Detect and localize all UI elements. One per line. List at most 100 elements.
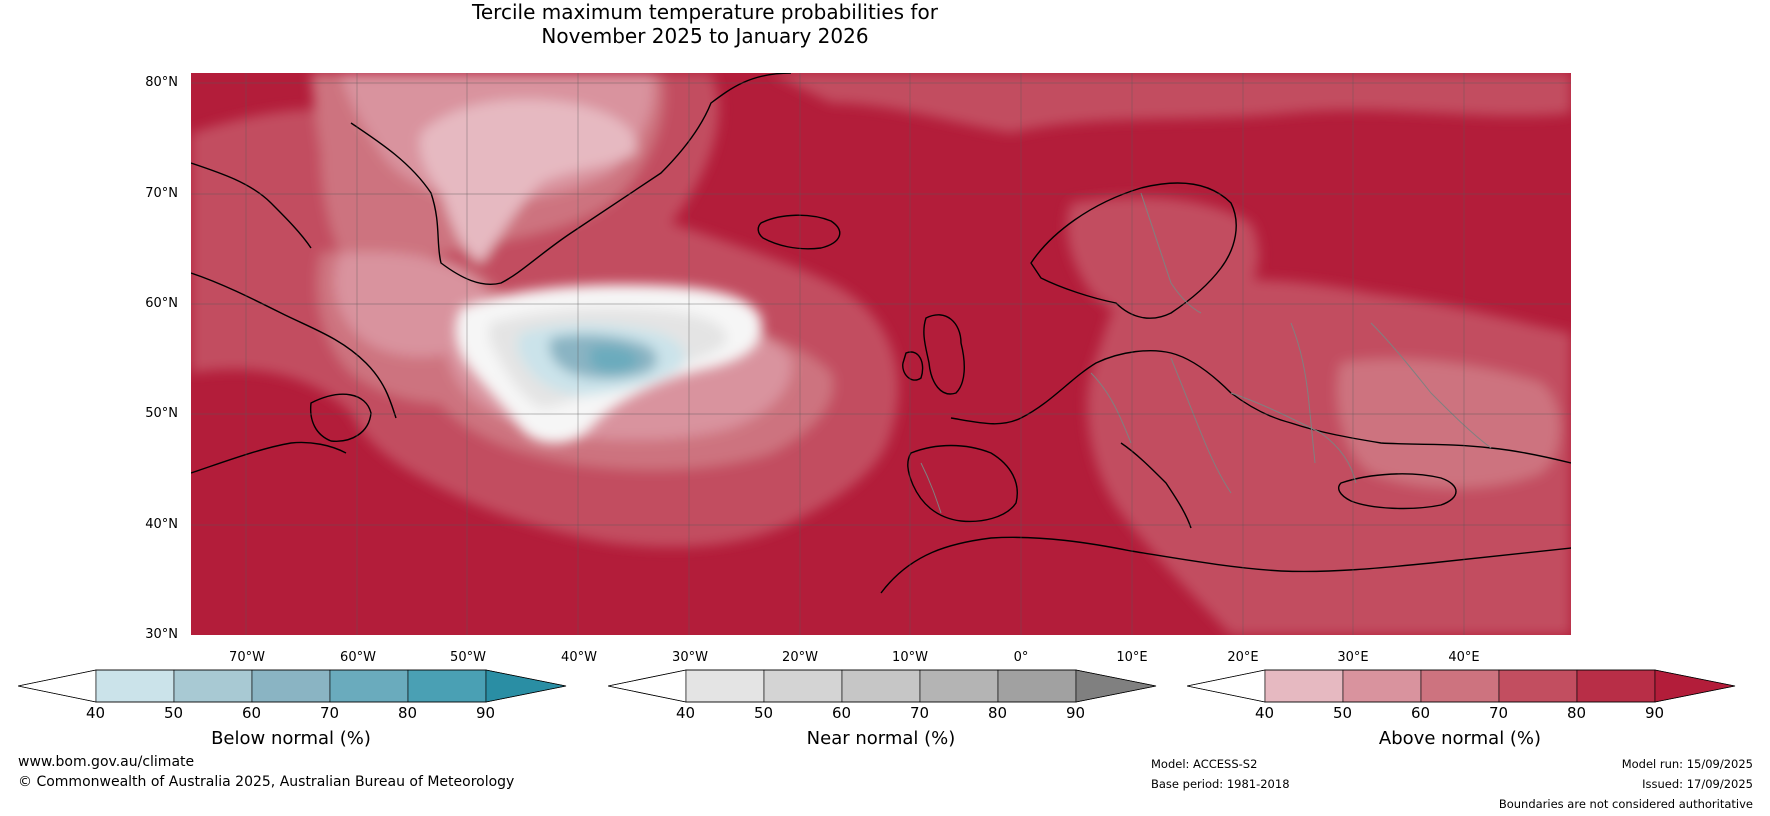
coast-black-sea <box>1338 473 1457 510</box>
border-iberia <box>920 462 942 514</box>
map-title: Tercile maximum temperature probabilitie… <box>0 0 1410 48</box>
footer-website: www.bom.gov.au/climate <box>18 754 195 770</box>
coast-newfoundland <box>309 393 372 442</box>
cbar-below-tick-90: 90 <box>476 704 496 722</box>
border-europe-3 <box>1230 392 1357 484</box>
colorbar-near-normal <box>608 669 1157 703</box>
cbar-below-seg-6 <box>485 669 567 703</box>
cbar-below-outline <box>18 669 567 703</box>
lat-label-40n: 40°N <box>145 517 178 532</box>
coast-baffin <box>191 162 312 249</box>
coast-labrador <box>191 272 397 419</box>
contour-70-80-scandinavia <box>1067 197 1259 327</box>
lon-label-10w: 10°W <box>892 650 928 665</box>
cbar-below-tick-50: 50 <box>164 704 184 722</box>
cbar-below-seg-0 <box>18 669 97 703</box>
coast-iceland <box>757 214 841 250</box>
cbar-near-tick-60: 60 <box>832 704 852 722</box>
cbar-above-title: Above normal (%) <box>1378 728 1542 749</box>
coast-north-africa <box>880 536 1571 594</box>
cbar-above-seg-3 <box>1420 669 1500 703</box>
lon-label-10e: 10°E <box>1116 650 1148 665</box>
cbar-below-seg-2 <box>173 669 253 703</box>
footer-base-period: Base period: 1981-2018 <box>1151 777 1290 791</box>
lon-label-20w: 20°W <box>782 650 818 665</box>
cbar-above-seg-5 <box>1576 669 1656 703</box>
cbar-near-seg-4 <box>919 669 999 703</box>
contour-70-80-north <box>771 73 1571 133</box>
cbar-above-tick-50: 50 <box>1333 704 1353 722</box>
border-europe-2 <box>1170 357 1232 494</box>
cbar-above-seg-4 <box>1498 669 1578 703</box>
cbar-near-title: Near normal (%) <box>806 728 956 749</box>
border-europe-4 <box>1290 322 1316 464</box>
lon-label-50w: 50°W <box>450 650 486 665</box>
lon-label-0: 0° <box>1013 650 1029 665</box>
cbar-above-tick-90: 90 <box>1645 704 1665 722</box>
coast-british-isles <box>902 314 965 395</box>
coast-iberia <box>907 444 1018 523</box>
lat-label-70n: 70°N <box>145 186 178 201</box>
lat-label-60n: 60°N <box>145 296 178 311</box>
border-scandinavia <box>1140 192 1202 314</box>
contour-blue-70-80 <box>589 346 639 373</box>
map-svg <box>191 73 1571 635</box>
cbar-near-tick-40: 40 <box>676 704 696 722</box>
cbar-below-seg-5 <box>407 669 487 703</box>
lon-label-20e: 20°E <box>1227 650 1259 665</box>
cbar-near-outline <box>608 669 1157 703</box>
coast-scandinavia <box>1030 182 1237 319</box>
cbar-near-seg-5 <box>997 669 1077 703</box>
cbar-near-seg-1 <box>685 669 765 703</box>
lat-label-30n: 30°N <box>145 627 178 642</box>
cbar-near-seg-2 <box>763 669 843 703</box>
contour-40-50-greenland <box>419 99 637 263</box>
title-line-2: November 2025 to January 2026 <box>541 24 869 48</box>
cbar-above-tick-60: 60 <box>1411 704 1431 722</box>
cbar-near-seg-6 <box>1075 669 1157 703</box>
coast-nova-scotia <box>191 441 347 474</box>
contour-60-70-eastern-europe <box>1337 359 1560 488</box>
country-borders <box>920 192 1492 514</box>
footer-model: Model: ACCESS-S2 <box>1151 757 1258 771</box>
cbar-above-tick-40: 40 <box>1255 704 1275 722</box>
footer-model-run: Model run: 15/09/2025 <box>1621 757 1753 771</box>
cbar-above-seg-1 <box>1264 669 1344 703</box>
lat-label-80n: 80°N <box>145 75 178 90</box>
cbar-below-tick-40: 40 <box>86 704 106 722</box>
near-normal-area <box>455 284 762 443</box>
cbar-above-seg-6 <box>1654 669 1736 703</box>
footer-copyright: © Commonwealth of Australia 2025, Austra… <box>18 774 515 790</box>
coast-greenland <box>350 73 792 285</box>
cbar-above-tick-70: 70 <box>1489 704 1509 722</box>
probability-map <box>191 73 1571 635</box>
cbar-below-title: Below normal (%) <box>211 728 371 749</box>
cbar-near-tick-50: 50 <box>754 704 774 722</box>
cbar-near-tick-70: 70 <box>910 704 930 722</box>
footer-issued: Issued: 17/09/2025 <box>1642 777 1753 791</box>
border-europe-5 <box>1370 322 1492 449</box>
lon-label-30e: 30°E <box>1337 650 1369 665</box>
graticule <box>191 73 1571 635</box>
cbar-near-seg-3 <box>841 669 921 703</box>
cbar-below-seg-3 <box>251 669 331 703</box>
cbar-above-seg-0 <box>1187 669 1266 703</box>
lon-label-40w: 40°W <box>561 650 597 665</box>
coast-italy <box>1120 442 1192 529</box>
cbar-near-seg-0 <box>608 669 687 703</box>
colorbar-above-normal <box>1187 669 1736 703</box>
lon-label-30w: 30°W <box>672 650 708 665</box>
cbar-near-tick-90: 90 <box>1066 704 1086 722</box>
cbar-above-seg-2 <box>1342 669 1422 703</box>
cbar-above-tick-80: 80 <box>1567 704 1587 722</box>
cbar-above-outline <box>1187 669 1736 703</box>
cbar-below-seg-4 <box>329 669 409 703</box>
lon-label-60w: 60°W <box>340 650 376 665</box>
cbar-below-tick-80: 80 <box>398 704 418 722</box>
cbar-below-tick-60: 60 <box>242 704 262 722</box>
lon-label-70w: 70°W <box>229 650 265 665</box>
colorbar-below-normal <box>18 669 567 703</box>
footer-disclaimer: Boundaries are not considered authoritat… <box>1498 797 1753 811</box>
lat-label-50n: 50°N <box>145 406 178 421</box>
title-line-1: Tercile maximum temperature probabilitie… <box>472 0 938 24</box>
